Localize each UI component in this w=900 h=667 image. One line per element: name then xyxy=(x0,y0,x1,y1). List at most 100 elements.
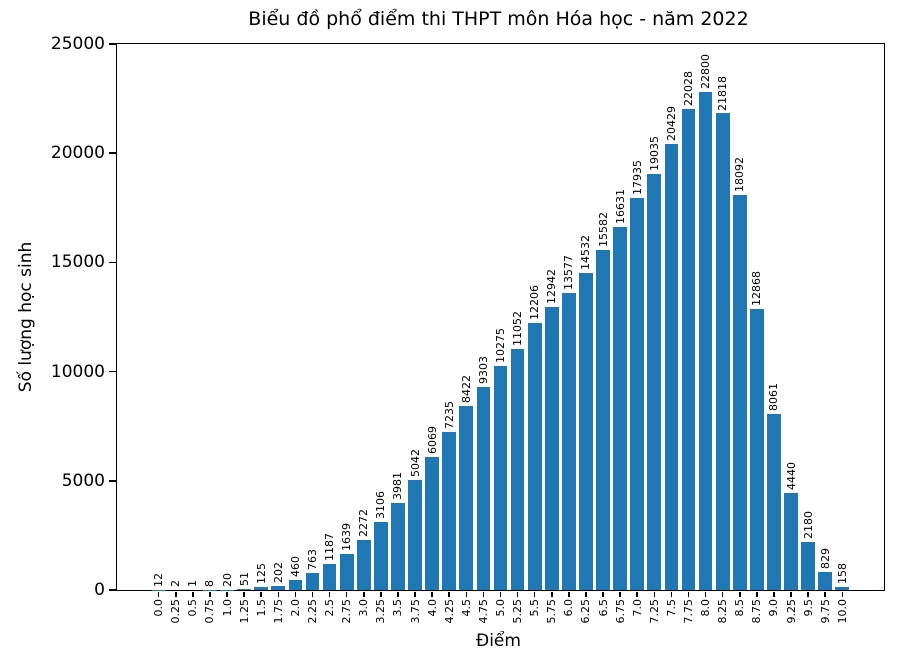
bar xyxy=(732,194,747,590)
x-tick-label: 5.25 xyxy=(511,599,525,624)
bar-value-label: 125 xyxy=(254,563,268,585)
bar-value-label: 5042 xyxy=(408,448,422,477)
x-tick xyxy=(687,591,690,597)
bar xyxy=(579,272,593,590)
x-tick xyxy=(209,591,211,597)
x-tick-label: 9.25 xyxy=(784,599,798,624)
x-tick xyxy=(739,591,741,597)
bar xyxy=(288,579,303,590)
bar-value-label: 1639 xyxy=(340,523,354,552)
bar xyxy=(562,293,576,590)
bar-value-label: 19035 xyxy=(647,136,661,172)
x-tick xyxy=(277,591,280,597)
bar-value-label: 11052 xyxy=(511,310,525,346)
bar-value-label: 12942 xyxy=(545,269,559,305)
x-tick xyxy=(756,591,758,597)
x-tick xyxy=(345,591,348,597)
bar-value-label: 3106 xyxy=(374,491,388,520)
bar-value-label: 22800 xyxy=(699,54,713,90)
x-tick-label: 6.0 xyxy=(562,599,576,617)
x-tick xyxy=(533,591,536,597)
y-tick-label: 15000 xyxy=(50,252,105,273)
x-tick-label: 5.5 xyxy=(528,599,542,617)
bar xyxy=(784,493,798,590)
x-tick-label: 0.0 xyxy=(152,599,166,617)
bar xyxy=(254,587,269,590)
x-tick-label: 3.25 xyxy=(374,599,388,624)
y-tick xyxy=(109,43,116,45)
x-tick xyxy=(431,591,433,597)
x-tick xyxy=(807,591,809,597)
y-tick xyxy=(109,370,116,373)
bar-value-label: 202 xyxy=(271,561,285,583)
x-tick xyxy=(397,591,399,597)
x-tick-label: 2.25 xyxy=(306,599,319,624)
bar-value-label: 460 xyxy=(288,555,302,577)
x-tick-label: 8.5 xyxy=(733,599,747,617)
bar xyxy=(613,226,627,590)
x-tick xyxy=(380,591,382,597)
x-tick-label: 1.5 xyxy=(254,599,268,617)
bar-value-label: 158 xyxy=(835,562,849,584)
bar xyxy=(596,249,610,590)
x-tick-label: 7.5 xyxy=(664,599,678,617)
x-tick-label: 5.0 xyxy=(494,599,507,617)
bar-value-label: 21818 xyxy=(716,75,730,111)
x-tick xyxy=(226,591,228,597)
x-tick-label: 1.0 xyxy=(220,599,234,617)
bar-value-label: 51 xyxy=(237,571,251,586)
x-tick-label: 6.25 xyxy=(579,599,593,624)
chart-title: Biểu đồ phổ điểm thi THPT môn Hóa học - … xyxy=(248,8,749,30)
bar-value-label: 12 xyxy=(152,572,166,587)
bar xyxy=(271,585,286,590)
bar xyxy=(391,503,405,590)
x-tick-label: 1.25 xyxy=(237,599,251,624)
bar-value-label: 8061 xyxy=(767,382,781,411)
bar xyxy=(698,92,713,590)
y-tick-label: 0 xyxy=(94,580,105,600)
bar-value-label: 763 xyxy=(306,549,319,571)
x-tick xyxy=(824,591,826,597)
y-tick xyxy=(109,589,116,591)
bar-value-label: 15582 xyxy=(596,211,610,247)
x-tick xyxy=(721,591,724,597)
bar xyxy=(681,108,696,590)
x-tick xyxy=(619,591,621,597)
bar xyxy=(664,143,679,590)
bar-value-label: 6069 xyxy=(425,426,439,455)
bar-value-label: 2272 xyxy=(357,509,371,538)
bar-value-label: 13577 xyxy=(562,255,576,291)
x-tick-label: 7.25 xyxy=(647,599,661,624)
x-tick xyxy=(636,591,638,597)
bar-value-label: 18092 xyxy=(733,156,747,192)
x-tick xyxy=(841,591,844,597)
x-tick-label: 4.25 xyxy=(442,599,456,624)
bar xyxy=(750,308,764,590)
x-tick xyxy=(516,591,519,597)
bar xyxy=(459,406,474,590)
x-tick-label: 8.75 xyxy=(750,599,764,624)
bar xyxy=(630,198,645,590)
x-tick-label: 0.5 xyxy=(186,599,200,617)
x-tick xyxy=(773,591,775,597)
bar-value-label: 22028 xyxy=(681,70,695,106)
bar xyxy=(476,386,491,590)
x-tick-label: 3.75 xyxy=(408,599,422,624)
bar xyxy=(767,413,781,590)
x-axis-label: Điểm xyxy=(476,631,521,651)
bar xyxy=(374,522,388,590)
x-tick-label: 9.5 xyxy=(801,599,815,617)
bar xyxy=(818,571,833,590)
y-tick xyxy=(109,261,116,264)
x-tick xyxy=(328,591,331,597)
x-tick xyxy=(568,591,570,597)
y-tick-label: 5000 xyxy=(61,470,105,491)
bar-value-label: 16631 xyxy=(613,188,627,224)
y-tick xyxy=(109,152,116,154)
x-tick-label: 4.0 xyxy=(425,599,439,617)
bar-value-label: 20429 xyxy=(664,105,678,141)
x-tick xyxy=(704,591,707,597)
x-tick-label: 9.75 xyxy=(818,599,832,624)
x-tick-label: 2.0 xyxy=(288,599,302,617)
